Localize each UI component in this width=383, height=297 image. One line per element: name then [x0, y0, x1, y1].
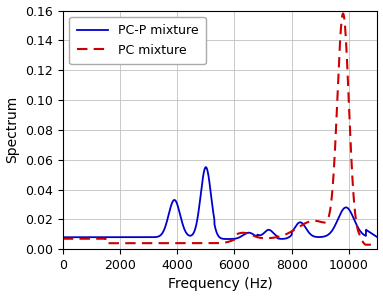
PC mixture	[61, 237, 65, 241]
PC-P mixture	[203, 165, 208, 169]
PC-P mixture	[61, 236, 65, 239]
PC-P mixture	[226, 237, 230, 241]
PC-P mixture	[375, 236, 380, 239]
Legend: PC-P mixture, PC mixture: PC-P mixture, PC mixture	[69, 17, 206, 64]
PC-P mixture	[335, 218, 340, 222]
PC mixture	[195, 241, 200, 245]
PC mixture	[375, 243, 380, 247]
X-axis label: Frequency (Hz): Frequency (Hz)	[168, 277, 273, 291]
PC mixture	[181, 241, 186, 245]
Y-axis label: Spectrum: Spectrum	[6, 96, 20, 163]
PC-P mixture	[115, 236, 119, 239]
PC mixture	[97, 237, 101, 241]
PC mixture	[115, 241, 119, 245]
PC-P mixture	[181, 225, 186, 228]
PC-P mixture	[369, 232, 374, 235]
PC mixture	[363, 243, 368, 247]
Line: PC mixture: PC mixture	[63, 14, 377, 245]
PC mixture	[369, 243, 374, 247]
PC-P mixture	[97, 236, 101, 239]
Line: PC-P mixture: PC-P mixture	[63, 167, 377, 239]
PC mixture	[335, 97, 340, 100]
PC-P mixture	[195, 219, 200, 222]
PC mixture	[341, 12, 345, 15]
